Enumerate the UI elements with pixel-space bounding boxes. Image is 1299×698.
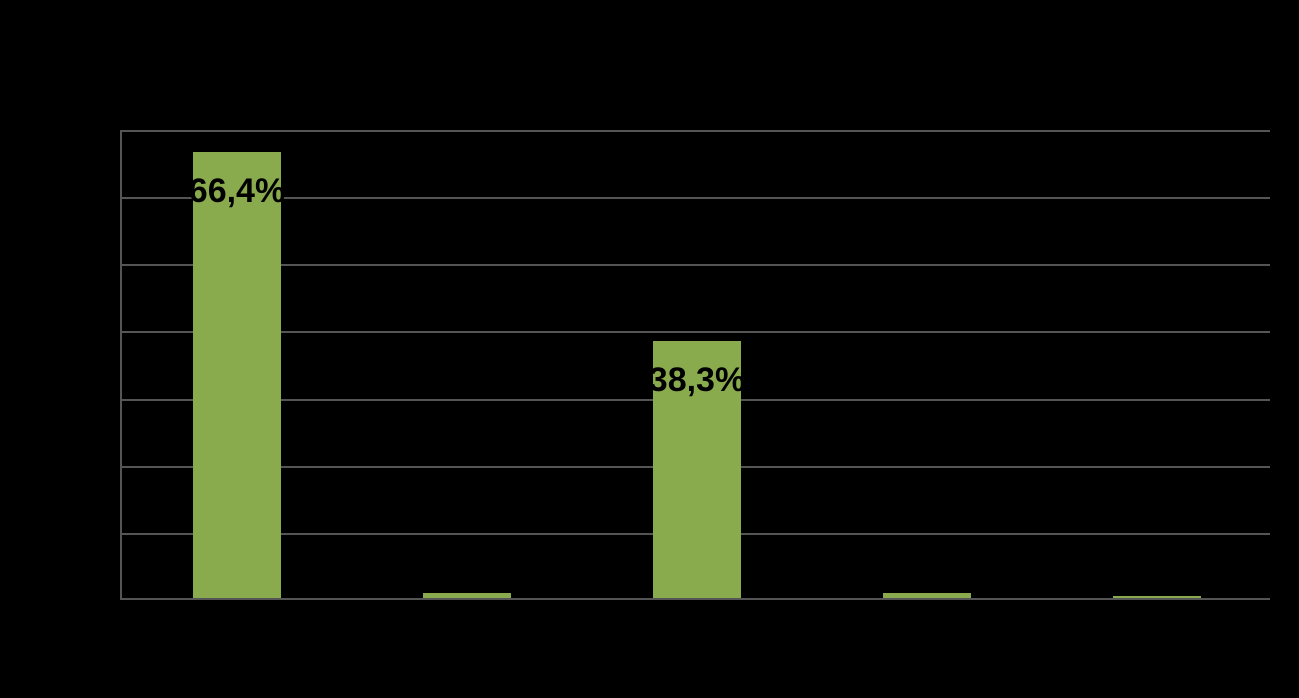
y-axis-label: 40% — [56, 315, 112, 347]
bar — [193, 152, 280, 598]
bar-chart: Nauczanie obowiązkowe języków obcych w g… — [0, 0, 1299, 698]
bar-value-label: 0,8% — [428, 553, 506, 592]
y-axis-label: 60% — [56, 181, 112, 213]
bar-value-label: 38,3% — [649, 361, 745, 400]
chart-title: Nauczanie obowiązkowe języków obcych w g… — [0, 0, 1299, 102]
chart-title-line1: Nauczanie obowiązkowe języków obcych — [0, 20, 1299, 61]
gridline — [122, 264, 1270, 266]
bar — [423, 593, 510, 598]
bar — [883, 593, 970, 598]
x-axis-label: niemiecki — [634, 613, 759, 647]
bar-value-label: 0,3% — [1118, 556, 1196, 595]
x-axis-label: angielski — [179, 613, 296, 647]
y-axis-label: 0% — [72, 584, 112, 616]
y-axis-label: 30% — [56, 383, 112, 415]
gridline — [122, 331, 1270, 333]
x-axis-label: rosyjski — [877, 613, 977, 647]
bar — [1113, 596, 1200, 598]
y-axis-label: 50% — [56, 248, 112, 280]
bar-value-label: 66,4% — [189, 172, 285, 211]
y-axis-label: 10% — [56, 517, 112, 549]
x-axis-label: francuski — [407, 613, 527, 647]
y-axis-label: 70% — [56, 114, 112, 146]
chart-title-line2: w gimnazjach w roku szkolnym 2008/2009 — [0, 61, 1299, 102]
y-axis-label: 20% — [56, 450, 112, 482]
gridline — [122, 197, 1270, 199]
bar-value-label: 0,7% — [888, 553, 966, 592]
gridline — [122, 130, 1270, 132]
plot-area: 0%10%20%30%40%50%60%70%angielski66,4%fra… — [120, 130, 1270, 600]
x-axis-label: hiszpański — [1087, 613, 1227, 647]
